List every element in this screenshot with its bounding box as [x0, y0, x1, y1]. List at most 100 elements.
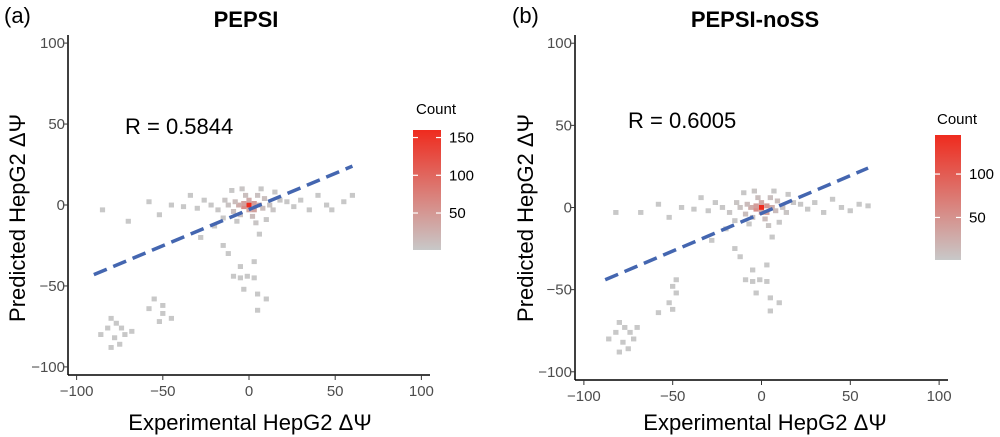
heatmap-bin: [848, 208, 853, 213]
heatmap-bin: [246, 203, 251, 208]
heatmap-bin: [821, 210, 826, 215]
legend-colorbar: [413, 130, 441, 250]
heatmap-bin: [617, 350, 622, 355]
heatmap-bin: [233, 199, 238, 204]
panel-b: (b) PEPSI-noSS Experimental HepG2 ΔΨ Pre…: [512, 3, 994, 435]
correlation-annotation: R = 0.5844: [125, 114, 233, 139]
heatmap-bin: [117, 342, 122, 347]
heatmap-bin: [691, 207, 696, 212]
heatmap-bin: [105, 326, 110, 331]
heatmap-bin: [109, 345, 114, 350]
y-tick-label: −50: [547, 282, 572, 299]
heatmap-bin: [830, 197, 835, 202]
heatmap-bin: [112, 335, 117, 340]
x-tick-label: −50: [150, 383, 175, 400]
y-tick-label: 0: [564, 200, 572, 217]
y-tick-label: 100: [547, 35, 572, 52]
heatmap-bin: [252, 275, 257, 280]
correlation-annotation: R = 0.6005: [628, 108, 736, 133]
heatmap-bin: [315, 193, 320, 198]
heatmap-bin: [229, 188, 234, 193]
heatmap-bin: [775, 199, 780, 204]
heatmap-bin: [169, 316, 174, 321]
heatmap-bin: [241, 287, 246, 292]
y-tick-label: −100: [538, 364, 572, 381]
heatmap-bin: [667, 215, 672, 220]
heatmap-bin: [255, 308, 260, 313]
y-tick-label: 100: [40, 35, 65, 52]
heatmap-bin: [750, 279, 755, 284]
heatmap-bin: [253, 220, 258, 225]
legend-colorbar: [935, 135, 961, 260]
x-tick-label: −100: [567, 388, 601, 405]
heatmap-bin: [324, 203, 329, 208]
heatmap-bin: [350, 193, 355, 198]
heatmap-bin: [160, 311, 165, 316]
legend-tick-label: 100: [969, 166, 994, 183]
heatmap-bin: [784, 210, 789, 215]
heatmap-bin: [757, 277, 762, 282]
heatmap-bin: [745, 202, 750, 207]
heatmap-bin: [656, 310, 661, 315]
heatmap-bin: [738, 254, 743, 259]
heatmap-bin: [255, 292, 260, 297]
heatmap-bin: [734, 200, 739, 205]
heatmap-bin: [188, 193, 193, 198]
x-axis-label: Experimental HepG2 ΔΨ: [643, 410, 886, 435]
heatmap-bin: [152, 297, 157, 302]
heatmap-bin: [202, 198, 207, 203]
heatmap-bin: [284, 199, 289, 204]
y-tick-label: 50: [555, 117, 572, 134]
heatmap-bin: [255, 193, 260, 198]
heatmap-bin: [226, 251, 231, 256]
heatmap-bin: [298, 198, 303, 203]
heatmap-bin: [122, 332, 127, 337]
heatmap-bin: [620, 340, 625, 345]
heatmap-bin: [198, 235, 203, 240]
heatmap-bin: [656, 202, 661, 207]
heatmap-bin: [181, 204, 186, 209]
heatmap-bin: [743, 277, 748, 282]
heatmap-bin: [805, 207, 810, 212]
heatmap-bin: [768, 295, 773, 300]
heatmap-bin: [754, 203, 759, 208]
heatmap-bin: [622, 325, 627, 330]
y-axis-label: Predicted HepG2 ΔΨ: [513, 114, 538, 322]
heatmap-bin: [812, 200, 817, 205]
x-tick-label: 50: [327, 383, 344, 400]
heatmap-bin: [146, 199, 151, 204]
heatmap-bin: [98, 332, 103, 337]
heatmap-bin: [264, 217, 269, 222]
heatmap-bin: [617, 320, 622, 325]
heatmap-bin: [746, 222, 751, 227]
heatmap-bin: [706, 208, 711, 213]
heatmap-bin: [613, 330, 618, 335]
heatmap-bin: [264, 297, 269, 302]
heatmap-bin: [250, 214, 255, 219]
heatmap-bin: [670, 284, 675, 289]
heatmap-bin: [245, 274, 250, 279]
heatmap-bin: [674, 277, 679, 282]
heatmap-bin: [674, 291, 679, 296]
heatmap-bin: [777, 220, 782, 225]
heatmap-bin: [243, 193, 248, 198]
heatmap-bin: [631, 337, 636, 342]
heatmap-bin: [271, 207, 276, 212]
heatmap-bin: [119, 326, 124, 331]
heatmap-bin: [764, 263, 769, 268]
regression-line-group: [605, 168, 868, 280]
figure: (a) PEPSI Experimental HepG2 ΔΨ Predicte…: [0, 0, 1000, 437]
heatmap-bin: [238, 264, 243, 269]
y-tick-label: −50: [40, 278, 65, 295]
x-tick-label: 0: [245, 383, 253, 400]
heatmap-bin: [157, 212, 162, 217]
heatmap-bin: [770, 235, 775, 240]
x-tick-label: −50: [660, 388, 685, 405]
heatmap-bin: [766, 223, 771, 228]
heatmap-bin: [209, 203, 214, 208]
heatmap-bin: [771, 189, 776, 194]
panel-a: (a) PEPSI Experimental HepG2 ΔΨ Predicte…: [4, 3, 474, 435]
heatmap-bin: [857, 202, 862, 207]
heatmap-bin: [679, 205, 684, 210]
color-legend: Count 150 100 50: [413, 101, 474, 250]
